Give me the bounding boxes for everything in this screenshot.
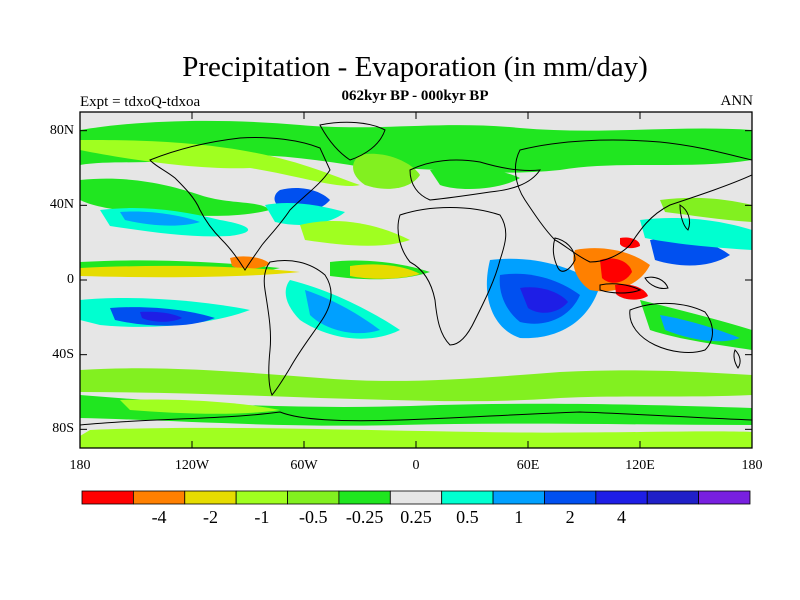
colorbar-label: 0.5 bbox=[456, 507, 479, 527]
field-blue-spac2 bbox=[140, 311, 182, 322]
x-tick-label: 180 bbox=[69, 458, 91, 473]
field-green-natl bbox=[353, 153, 420, 189]
colorbar-label: -4 bbox=[151, 507, 167, 527]
y-tick-label: 80N bbox=[49, 122, 74, 138]
colorbar-label: -0.25 bbox=[345, 507, 384, 527]
field-cyan-spac-east bbox=[660, 315, 740, 342]
colorbar-swatch bbox=[698, 490, 751, 505]
colorbar-swatch bbox=[646, 490, 700, 505]
season-label: ANN bbox=[720, 93, 754, 109]
field-red-mc bbox=[600, 258, 632, 283]
x-tick-label: 120E bbox=[625, 458, 655, 473]
field-green-europe bbox=[430, 167, 520, 190]
field-green-wpac bbox=[660, 197, 752, 222]
colorbar-label: 1 bbox=[514, 507, 524, 527]
coast-indonesia bbox=[599, 276, 669, 294]
coastlines bbox=[80, 121, 752, 426]
field-green-npac bbox=[80, 178, 270, 216]
field-green-southern2 bbox=[80, 395, 752, 426]
coast-europe bbox=[409, 159, 542, 201]
y-tick-label: 0 bbox=[67, 272, 74, 287]
field-ltgreen-natl bbox=[300, 220, 410, 246]
map-ticks bbox=[79, 112, 753, 448]
colorbar-swatch bbox=[132, 490, 186, 505]
colorbar-label: 0.25 bbox=[400, 507, 432, 527]
y-tick-label: 40S bbox=[52, 346, 74, 362]
x-tick-label: 120W bbox=[174, 458, 210, 473]
precip-field bbox=[80, 120, 752, 448]
colorbar-swatch bbox=[287, 490, 340, 505]
x-tick-label: 180 bbox=[741, 458, 763, 473]
colorbar-swatch bbox=[389, 490, 443, 505]
coast-antarctica bbox=[80, 411, 752, 426]
colorbar-swatch bbox=[338, 490, 391, 505]
field-cyan-wpac bbox=[640, 218, 752, 250]
field-green-southern bbox=[80, 368, 752, 402]
colorbar-label: 4 bbox=[617, 507, 627, 527]
coast-greenland bbox=[319, 121, 386, 161]
coast-australia bbox=[629, 302, 713, 353]
colorbar-swatch bbox=[81, 490, 134, 505]
field-navy-indian bbox=[520, 287, 568, 313]
colorbar-swatch bbox=[492, 490, 545, 505]
field-ltgreen-southern bbox=[120, 399, 280, 414]
colorbar-swatch bbox=[595, 490, 648, 505]
y-tick-label: 80S bbox=[52, 421, 74, 437]
map-title: Precipitation - Evaporation (in mm/day) bbox=[182, 51, 648, 83]
coast-asia bbox=[514, 139, 752, 263]
coast-new-zealand bbox=[733, 349, 741, 369]
coast-india bbox=[552, 237, 576, 272]
colorbar-label: -0.5 bbox=[298, 507, 328, 527]
x-tick-label: 60E bbox=[516, 458, 540, 473]
field-red-china bbox=[620, 237, 640, 249]
experiment-label: Expt = tdxoQ-tdxoa bbox=[80, 94, 201, 110]
colorbar-swatch bbox=[544, 490, 597, 505]
colorbar-swatch bbox=[184, 490, 237, 505]
field-green-arctic bbox=[80, 120, 752, 173]
coast-north-america bbox=[149, 137, 331, 271]
field-ltgreen-arctic bbox=[80, 140, 360, 187]
colorbar-label: 2 bbox=[565, 507, 575, 527]
field-ltgreen-antarctic bbox=[80, 427, 752, 448]
field-cyan-natl bbox=[265, 202, 345, 225]
y-tick-label: 40N bbox=[49, 197, 74, 213]
field-yellow-eqatl bbox=[350, 264, 420, 279]
colorbar-label: -1 bbox=[254, 507, 270, 527]
x-tick-label: 0 bbox=[412, 458, 420, 473]
coast-africa bbox=[397, 207, 507, 346]
coast-south-america bbox=[263, 260, 332, 396]
field-ltblue-npac bbox=[120, 211, 200, 226]
field-ltblue-satl bbox=[305, 290, 380, 334]
colorbar-swatch bbox=[441, 490, 494, 505]
coast-japan bbox=[679, 204, 691, 231]
period-label: 062kyr BP - 000kyr BP bbox=[341, 88, 489, 104]
field-yellow-eqpac bbox=[80, 265, 300, 278]
colorbar-label: -2 bbox=[202, 507, 218, 527]
colorbar-swatch bbox=[235, 490, 288, 505]
x-tick-label: 60W bbox=[290, 458, 318, 473]
